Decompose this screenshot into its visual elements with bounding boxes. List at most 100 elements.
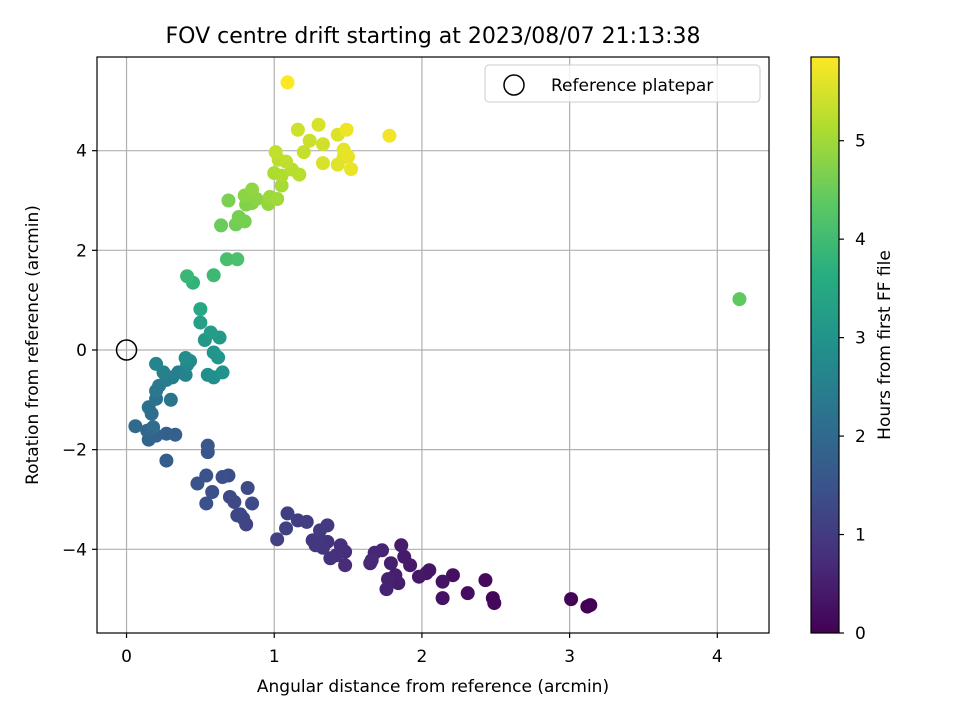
legend: Reference platepar	[484, 64, 761, 103]
colorbar-gradient	[811, 57, 839, 633]
data-point	[364, 553, 379, 568]
data-point	[305, 533, 320, 548]
data-point	[163, 392, 178, 407]
data-point	[292, 167, 307, 182]
data-point	[221, 193, 236, 208]
x-tick-label: 2	[417, 647, 428, 667]
data-point	[203, 325, 218, 340]
data-point	[311, 117, 326, 132]
data-point	[280, 506, 295, 521]
chart-title: FOV centre drift starting at 2023/08/07 …	[166, 24, 701, 49]
data-point	[296, 145, 311, 160]
data-point	[268, 145, 283, 160]
y-tick-label: −2	[62, 441, 87, 461]
data-point	[583, 598, 598, 613]
data-point	[159, 453, 174, 468]
colorbar-tick-label: 3	[855, 329, 866, 349]
x-axis-ticks: 0 1 2 3 4	[121, 633, 723, 667]
data-point	[190, 476, 205, 491]
data-point	[206, 268, 221, 283]
data-point	[215, 365, 230, 380]
data-point	[146, 420, 161, 435]
colorbar-tick-label: 4	[855, 230, 866, 250]
colorbar-frame	[810, 56, 840, 634]
data-point	[274, 168, 289, 183]
data-point	[159, 426, 174, 441]
data-point	[280, 75, 295, 90]
legend-marker-icon	[503, 74, 525, 96]
data-point	[382, 128, 397, 143]
data-point	[274, 178, 289, 193]
x-tick-label: 0	[121, 647, 132, 667]
data-point	[245, 496, 260, 511]
data-point	[180, 269, 195, 284]
colorbar-tick-label: 1	[855, 526, 866, 546]
data-point	[279, 521, 294, 536]
data-point	[149, 356, 164, 371]
colorbar-tick-label: 2	[855, 427, 866, 447]
data-point	[435, 591, 450, 606]
data-point	[211, 350, 226, 365]
data-point	[344, 162, 359, 177]
data-point	[485, 591, 500, 606]
reference-platepar-marker	[115, 339, 138, 361]
data-point	[460, 586, 475, 601]
data-point	[245, 182, 260, 197]
x-tick-label: 1	[269, 647, 280, 667]
data-point	[128, 419, 143, 434]
data-point	[279, 154, 294, 169]
data-point	[193, 302, 208, 317]
legend-box	[484, 64, 761, 103]
data-point	[397, 549, 412, 564]
y-tick-label: 4	[76, 142, 87, 162]
data-point	[219, 252, 234, 267]
data-point	[323, 551, 338, 566]
x-tick-label: 4	[712, 647, 723, 667]
data-point	[230, 508, 245, 523]
data-point	[290, 122, 305, 137]
colorbar-tick-label: 0	[855, 624, 866, 644]
legend-label: Reference platepar	[551, 76, 713, 96]
data-point	[564, 592, 579, 607]
data-point	[445, 568, 460, 583]
data-point	[215, 470, 230, 485]
y-tick-label: 0	[76, 341, 87, 361]
x-tick-label: 3	[564, 647, 575, 667]
data-point	[302, 133, 317, 148]
data-point	[435, 574, 450, 589]
data-point	[315, 156, 330, 171]
data-point	[230, 252, 245, 267]
data-point	[193, 315, 208, 330]
data-point	[290, 513, 305, 528]
data-point	[394, 538, 409, 553]
plot-area	[97, 57, 769, 633]
data-point	[222, 489, 237, 504]
data-point	[379, 582, 394, 597]
data-point	[205, 484, 220, 499]
data-point	[231, 209, 246, 224]
colorbar-label: Hours from first FF file	[875, 250, 895, 440]
scatter-series	[128, 75, 747, 614]
data-point	[315, 137, 330, 152]
data-point	[339, 122, 354, 137]
axes-frame	[96, 56, 770, 634]
y-tick-label: 2	[76, 241, 87, 261]
data-point	[313, 523, 328, 538]
data-point	[341, 149, 356, 164]
data-point	[270, 192, 285, 207]
data-point	[199, 496, 214, 511]
y-axis-ticks: −4 −2 0 2 4	[62, 142, 97, 560]
data-point	[383, 556, 398, 571]
data-point	[200, 438, 215, 453]
x-axis-label: Angular distance from reference (arcmin)	[257, 677, 609, 697]
data-point	[338, 558, 353, 573]
data-point	[178, 350, 193, 365]
y-axis-label: Rotation from reference (arcmin)	[23, 205, 43, 485]
y-tick-label: −4	[62, 540, 87, 560]
data-point	[240, 481, 255, 496]
colorbar-tick-label: 5	[855, 132, 866, 152]
data-point	[478, 573, 493, 588]
data-point	[214, 218, 229, 233]
